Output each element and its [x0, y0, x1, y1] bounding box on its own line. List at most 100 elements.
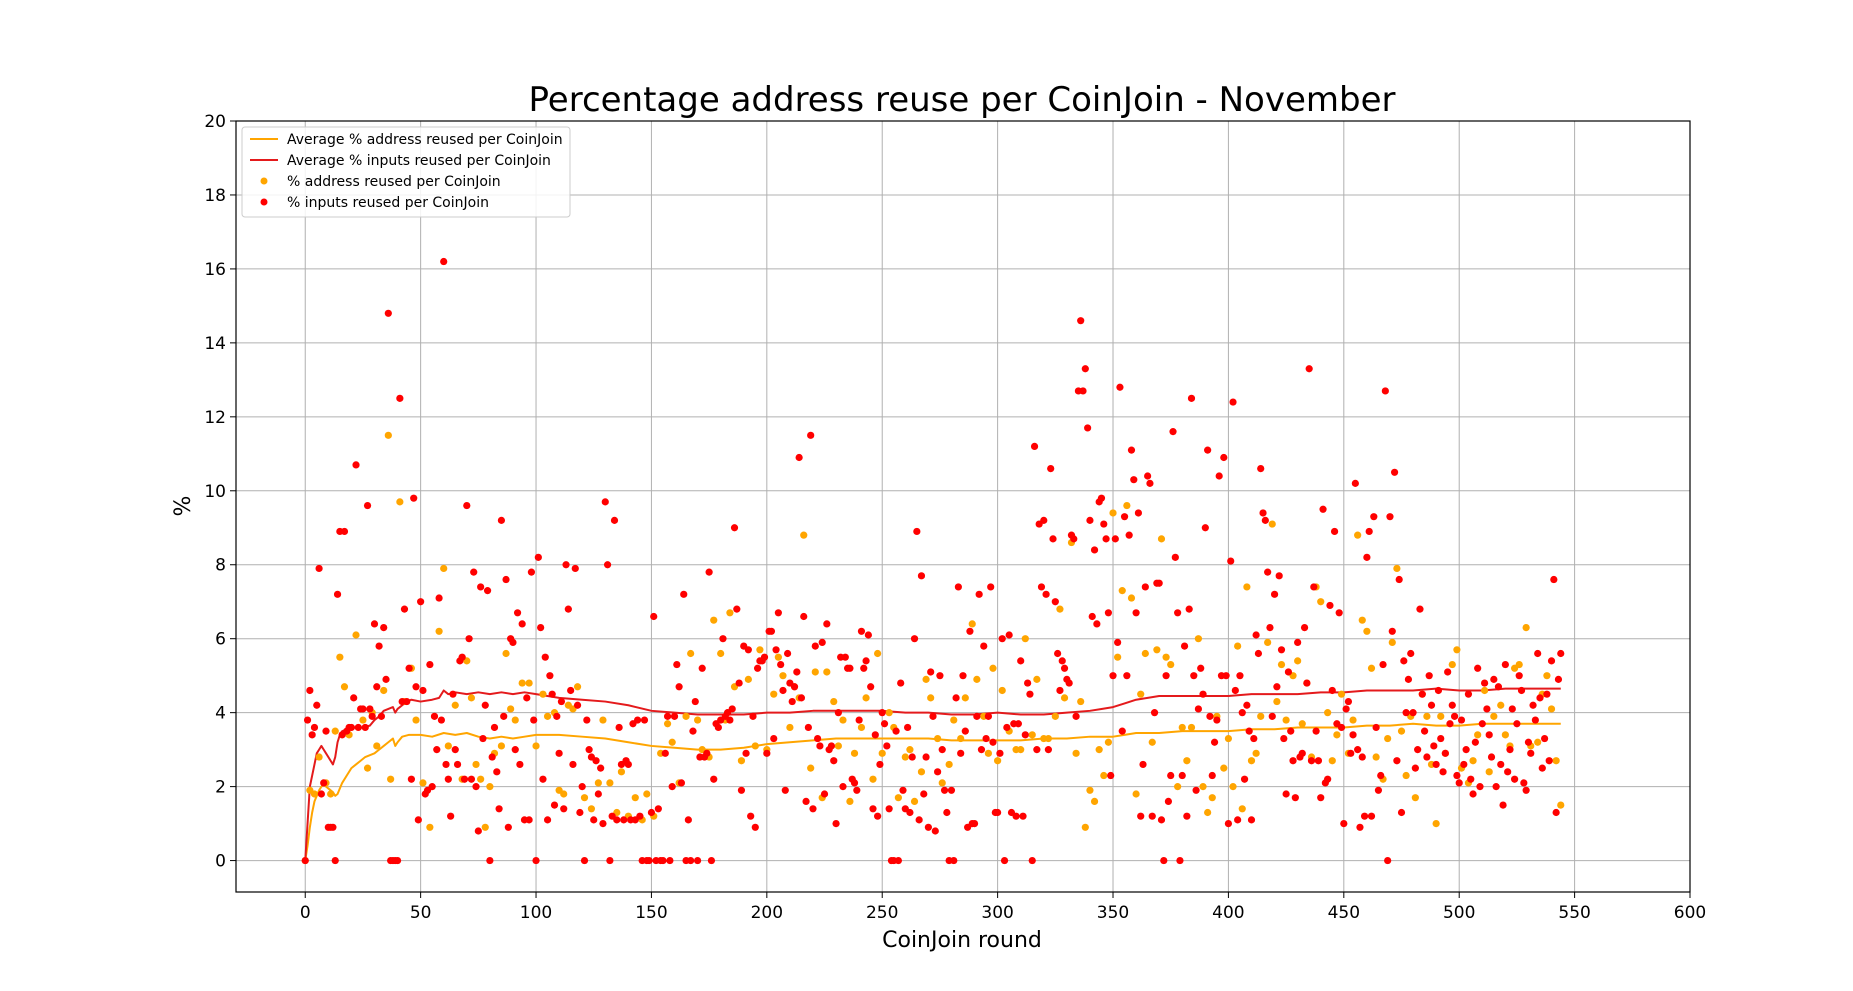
- scatter-point-series-3: [906, 808, 914, 817]
- scatter-point-series-3: [832, 819, 840, 828]
- scatter-point-series-2: [885, 709, 893, 717]
- scatter-point-series-2: [922, 675, 930, 683]
- scatter-point-series-2: [1411, 794, 1419, 802]
- scatter-point-series-2: [419, 779, 427, 787]
- scatter-point-series-3: [924, 823, 932, 831]
- scatter-point-series-3: [1102, 535, 1110, 543]
- scatter-point-series-3: [1150, 709, 1159, 717]
- scatter-point-series-3: [862, 657, 870, 665]
- x-tick-label: 0: [300, 903, 311, 923]
- scatter-point-series-3: [1543, 690, 1551, 698]
- scatter-point-series-3: [1460, 760, 1468, 769]
- scatter-point-series-3: [860, 664, 868, 672]
- scatter-point-series-2: [532, 742, 540, 750]
- legend-label-address-line: Average % address reused per CoinJoin: [287, 132, 563, 148]
- scatter-point-series-3: [897, 679, 905, 687]
- scatter-point-series-3: [947, 786, 956, 794]
- scatter-point-series-3: [377, 712, 385, 720]
- scatter-point-series-3: [753, 664, 762, 672]
- scatter-point-series-2: [1114, 653, 1122, 661]
- legend: Average % address reused per CoinJoin Av…: [241, 126, 571, 218]
- scatter-point-series-3: [329, 823, 337, 831]
- scatter-point-series-2: [1033, 675, 1041, 683]
- scatter-point-series-3: [1434, 686, 1443, 695]
- scatter-point-series-3: [1109, 672, 1117, 680]
- scatter-point-series-3: [460, 775, 469, 783]
- scatter-point-series-3: [1081, 365, 1089, 373]
- scatter-point-series-3: [1130, 476, 1138, 484]
- scatter-point-series-3: [550, 801, 559, 809]
- scatter-point-series-3: [1536, 694, 1544, 702]
- scatter-point-series-2: [927, 694, 935, 702]
- scatter-point-series-3: [453, 760, 462, 769]
- scatter-point-series-3: [777, 660, 785, 669]
- scatter-point-series-2: [336, 653, 344, 661]
- scatter-point-series-3: [467, 775, 476, 783]
- x-tick-label: 250: [866, 903, 898, 923]
- scatter-point-series-3: [1554, 675, 1563, 683]
- scatter-point-series-3: [1427, 701, 1436, 709]
- scatter-point-series-3: [797, 694, 806, 702]
- scatter-point-series-3: [1160, 856, 1168, 865]
- scatter-point-series-3: [869, 805, 877, 813]
- scatter-point-series-2: [846, 797, 854, 806]
- scatter-point-series-2: [1515, 660, 1523, 669]
- scatter-point-series-2: [594, 779, 602, 787]
- scatter-point-series-3: [633, 716, 642, 724]
- scatter-point-series-2: [472, 760, 480, 769]
- scatter-point-series-3: [1051, 598, 1059, 606]
- scatter-point-series-3: [996, 749, 1004, 757]
- scatter-point-series-2: [1056, 605, 1064, 613]
- scatter-point-series-3: [668, 783, 676, 791]
- scatter-point-series-3: [1420, 727, 1429, 735]
- scatter-point-series-3: [885, 805, 893, 813]
- scatter-point-series-3: [867, 683, 875, 691]
- scatter-point-series-2: [1393, 564, 1401, 573]
- scatter-point-series-3: [1499, 801, 1507, 809]
- scatter-point-series-3: [927, 668, 935, 676]
- scatter-point-series-3: [1164, 797, 1173, 806]
- scatter-point-series-3: [1531, 716, 1539, 724]
- scatter-point-series-2: [869, 775, 877, 783]
- scatter-point-series-2: [1081, 823, 1089, 831]
- scatter-point-series-3: [410, 494, 418, 502]
- scatter-point-series-3: [380, 624, 388, 632]
- scatter-point-series-3: [1404, 675, 1413, 683]
- scatter-point-series-3: [1377, 771, 1385, 780]
- scatter-point-series-2: [910, 797, 919, 806]
- scatter-point-series-3: [1524, 738, 1533, 746]
- scatter-point-series-3: [449, 690, 457, 698]
- scatter-point-series-3: [412, 683, 420, 691]
- scatter-point-series-3: [938, 746, 946, 754]
- scatter-point-series-3: [1474, 664, 1482, 672]
- scatter-point-series-3: [1056, 686, 1064, 695]
- scatter-point-series-3: [527, 568, 536, 576]
- scatter-point-series-2: [631, 794, 639, 802]
- scatter-point-series-3: [1243, 701, 1251, 709]
- scatter-point-series-2: [1257, 712, 1265, 720]
- scatter-point-series-3: [767, 627, 776, 635]
- scatter-point-series-3: [1079, 387, 1087, 395]
- scatter-point-series-2: [1402, 771, 1410, 780]
- scatter-point-series-2: [744, 675, 752, 683]
- scatter-point-series-3: [400, 605, 409, 613]
- scatter-point-series-2: [1354, 531, 1362, 539]
- scatter-point-series-3: [793, 668, 801, 676]
- scatter-point-series-3: [1367, 812, 1376, 820]
- scatter-point-series-3: [839, 783, 847, 791]
- scatter-point-series-3: [850, 779, 859, 787]
- scatter-point-series-2: [756, 646, 764, 654]
- scatter-point-series-3: [1397, 808, 1406, 817]
- scatter-point-series-3: [1374, 786, 1383, 794]
- scatter-point-series-2: [1132, 790, 1140, 798]
- scatter-point-series-2: [481, 823, 489, 831]
- scatter-point-series-3: [1174, 609, 1182, 617]
- scatter-point-series-2: [1522, 624, 1530, 632]
- scatter-point-series-2: [1137, 690, 1145, 698]
- scatter-point-series-2: [412, 716, 420, 724]
- scatter-point-series-3: [1552, 808, 1560, 817]
- scatter-point-series-3: [1093, 620, 1101, 628]
- series-line-0: [304, 722, 1561, 861]
- scatter-point-series-3: [1224, 819, 1233, 828]
- scatter-point-series-3: [1086, 516, 1094, 524]
